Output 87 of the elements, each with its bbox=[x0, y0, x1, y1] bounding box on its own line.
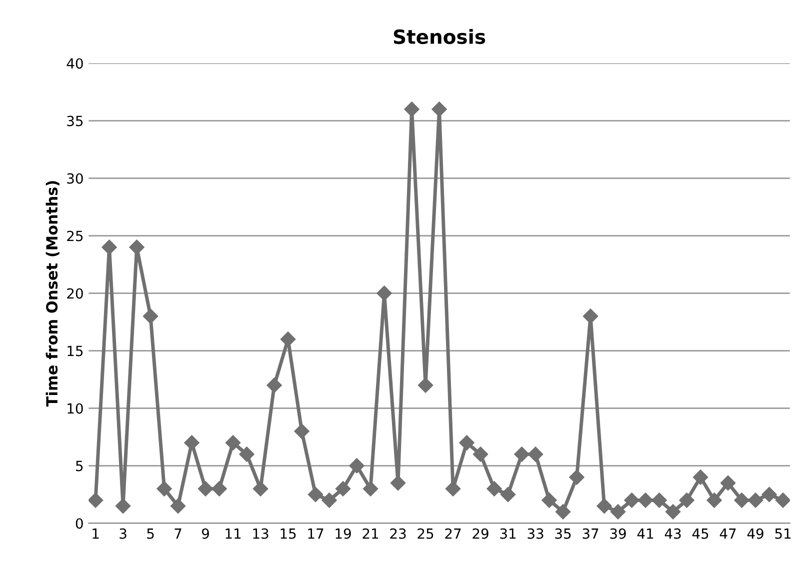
point bbox=[555, 504, 571, 520]
point bbox=[596, 498, 612, 514]
point bbox=[362, 481, 378, 496]
y-tick-label: 35 bbox=[67, 116, 83, 126]
x-tick-label: 41 bbox=[637, 528, 654, 539]
x-tick-label: 37 bbox=[582, 528, 598, 539]
y-tick-label: 25 bbox=[67, 230, 83, 242]
point bbox=[432, 102, 447, 117]
x-tick-label: 43 bbox=[664, 528, 681, 539]
point bbox=[582, 308, 598, 324]
point bbox=[102, 240, 117, 255]
point bbox=[679, 492, 694, 508]
point bbox=[638, 492, 654, 508]
point bbox=[542, 492, 557, 508]
point bbox=[720, 475, 736, 491]
x-tick-label: 27 bbox=[445, 528, 461, 539]
point bbox=[390, 475, 406, 491]
x-tick-label: 7 bbox=[174, 528, 182, 539]
x-tick-label: 1 bbox=[92, 528, 99, 539]
point bbox=[349, 458, 364, 474]
point bbox=[445, 481, 461, 496]
point bbox=[212, 481, 227, 496]
point bbox=[706, 492, 722, 508]
y-tick-label: 15 bbox=[68, 346, 83, 356]
x-tick-label: 29 bbox=[472, 528, 488, 539]
point bbox=[266, 378, 282, 393]
point bbox=[88, 492, 104, 508]
point bbox=[335, 481, 351, 496]
x-tick-label: 3 bbox=[120, 528, 126, 539]
point bbox=[294, 424, 310, 439]
x-tick-label: 31 bbox=[500, 528, 516, 539]
x-tick-label: 45 bbox=[692, 528, 708, 539]
point bbox=[692, 470, 708, 485]
x-tick-label: 19 bbox=[336, 528, 351, 539]
point bbox=[184, 435, 200, 450]
point bbox=[404, 102, 420, 117]
point bbox=[252, 481, 268, 496]
x-tick-label: 33 bbox=[528, 528, 544, 539]
x-tick-label: 13 bbox=[253, 528, 268, 539]
point bbox=[308, 486, 324, 502]
point bbox=[198, 481, 214, 496]
point bbox=[734, 492, 750, 508]
point bbox=[472, 446, 488, 462]
point bbox=[376, 286, 392, 301]
y-axis-title: Time from Onset (Months) bbox=[46, 181, 60, 407]
point bbox=[142, 308, 158, 324]
point bbox=[115, 498, 131, 514]
point bbox=[652, 492, 667, 508]
x-tick-label: 23 bbox=[390, 528, 406, 539]
point bbox=[528, 446, 544, 462]
point bbox=[129, 240, 144, 255]
point bbox=[418, 378, 434, 393]
point bbox=[170, 498, 186, 514]
point bbox=[486, 481, 502, 496]
point bbox=[624, 492, 640, 508]
x-tick-label: 35 bbox=[555, 528, 571, 539]
y-tick-label: 20 bbox=[67, 288, 83, 299]
x-tick-label: 39 bbox=[610, 528, 626, 539]
point bbox=[775, 492, 790, 508]
point bbox=[569, 470, 584, 485]
x-tick-label: 21 bbox=[362, 528, 378, 539]
x-tick-label: 47 bbox=[720, 528, 736, 539]
point bbox=[748, 492, 764, 508]
y-tick-label: 10 bbox=[68, 403, 83, 414]
x-tick-label: 25 bbox=[418, 528, 434, 539]
point bbox=[500, 486, 516, 502]
y-tick-label: 0 bbox=[76, 518, 83, 529]
point bbox=[514, 446, 530, 462]
point bbox=[762, 486, 777, 502]
point bbox=[665, 504, 681, 520]
point bbox=[610, 504, 626, 520]
x-tick-label: 9 bbox=[202, 528, 209, 539]
x-tick-label: 51 bbox=[775, 528, 791, 539]
x-tick-label: 15 bbox=[280, 528, 296, 539]
point bbox=[322, 492, 337, 508]
point bbox=[225, 435, 241, 450]
x-tick-label: 5 bbox=[147, 528, 154, 539]
point bbox=[239, 446, 254, 462]
y-tick-label: 30 bbox=[67, 173, 83, 184]
x-tick-label: 11 bbox=[226, 528, 241, 539]
point bbox=[459, 435, 474, 450]
x-tick-label: 17 bbox=[308, 528, 324, 539]
y-tick-label: 40 bbox=[66, 58, 83, 69]
chart-title: Stenosis bbox=[394, 29, 486, 44]
y-tick-label: 5 bbox=[76, 460, 83, 472]
x-tick-label: 49 bbox=[747, 528, 764, 539]
point bbox=[156, 481, 172, 496]
